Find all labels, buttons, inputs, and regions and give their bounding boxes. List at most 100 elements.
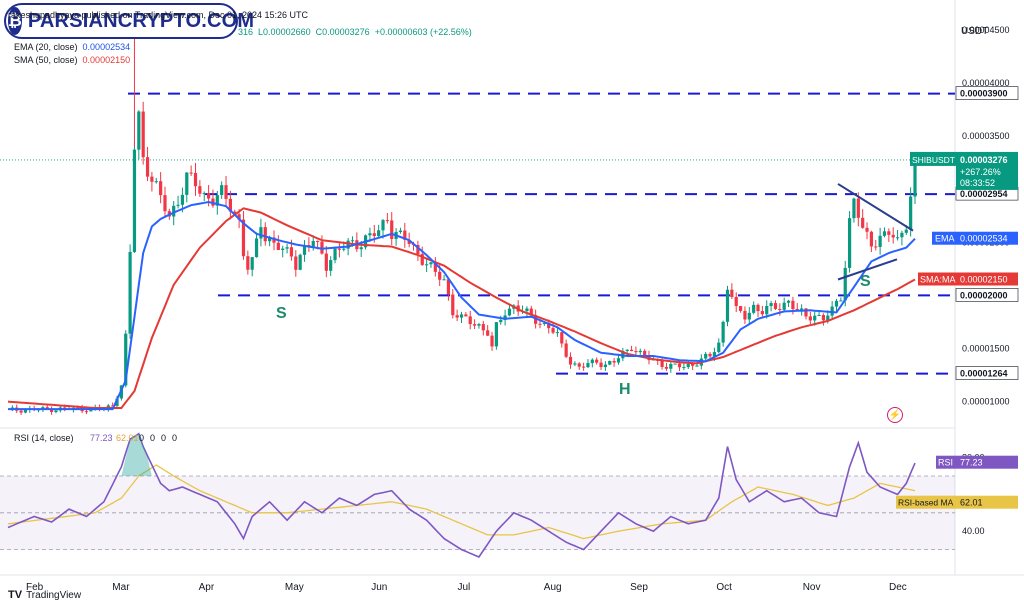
ohlc-change: +0.00000603 (+22.56%) (374, 27, 472, 37)
rsi-ma-tag-label: RSI-based MA (898, 498, 954, 508)
candle-body (817, 315, 821, 317)
level-tag: 0.00003900 (955, 86, 1019, 100)
level-tag: 0.00001264 (955, 366, 1019, 380)
candle-body (206, 193, 211, 199)
candle-body (241, 219, 246, 257)
current-price-tag: SHIBUSDT 0.00003276 +267.26%08:33:52 (910, 151, 1018, 190)
candle-body (429, 262, 433, 265)
rsi-header-extra: 62.01 (116, 433, 139, 443)
candle-body (778, 308, 782, 310)
candle-body (390, 220, 394, 239)
candle-body (599, 362, 603, 368)
ema-tag-value: 0.00002534 (960, 234, 1008, 244)
candle-body (830, 306, 834, 316)
candle-body (150, 176, 154, 182)
rsi-ma-tag-value: 62.01 (960, 498, 983, 508)
sma-line (7, 207, 916, 409)
candle-body (324, 253, 328, 271)
candle-body (442, 279, 446, 281)
candle-body (769, 303, 773, 306)
ema-legend-value: 0.00002534 (82, 42, 131, 52)
candle-body (289, 247, 294, 257)
time-tick-label: Aug (544, 582, 562, 593)
candle-body (176, 204, 180, 206)
rsi-header-extra: 0 (150, 433, 155, 443)
candle-body (843, 267, 847, 301)
time-tick-label: Jul (458, 582, 471, 593)
rsi-tag-label-box (936, 455, 956, 469)
price-tick-label: 0.00001500 (962, 344, 1010, 354)
candle-body (712, 352, 717, 357)
candle-body (856, 198, 860, 218)
candle-body (808, 316, 812, 321)
candle-body (137, 111, 141, 150)
price-tag-change: +267.26% (960, 167, 1001, 177)
candle-body (738, 306, 743, 311)
candle-body (202, 193, 206, 195)
candle-body (294, 256, 298, 270)
candle-body (499, 319, 503, 323)
time-tick-label: Jun (371, 582, 387, 593)
currency-label[interactable]: USDT (961, 26, 989, 37)
chart-grid (0, 0, 1024, 576)
time-tick-label: Nov (803, 582, 821, 593)
level-tag-text: 0.00003900 (960, 89, 1008, 99)
symbol-tag-text: SHIBUSDT (912, 155, 955, 165)
candle-body (198, 186, 202, 194)
candle-body (185, 172, 189, 195)
candle-body (407, 239, 411, 244)
lightning-icon[interactable]: ⚡ (887, 407, 903, 423)
candle-body (786, 300, 791, 303)
candle-body (564, 343, 568, 357)
candle-body (891, 234, 895, 238)
price-tick-label: 0.00003500 (962, 131, 1010, 141)
candle-body (464, 314, 468, 317)
ohlc-line: 316 L0.00002660 C0.00003276 +0.00000603 … (238, 27, 472, 37)
candle-body (23, 409, 28, 413)
candle-body (813, 315, 817, 321)
candle-body (595, 359, 599, 363)
candle-body (490, 335, 494, 347)
ema-legend[interactable]: EMA (20, close) 0.00002534 (14, 42, 130, 52)
rsi-ma-tag: RSI-based MA 62.01 (896, 495, 1018, 509)
publisher-line: rakeshupadhyaya published on TradingView… (8, 10, 308, 20)
sma-legend-value: 0.00002150 (82, 55, 131, 65)
ema-legend-label: EMA (20, close) (14, 42, 78, 52)
candle-body (747, 312, 751, 320)
candle-body (913, 159, 917, 197)
candle-body (481, 324, 485, 331)
candle-body (660, 360, 664, 367)
candle-body (577, 363, 581, 367)
pattern-annotation: S (860, 273, 871, 290)
rsi-line (7, 432, 916, 559)
candle-body (237, 214, 241, 220)
candle-body (254, 238, 259, 258)
sma-legend[interactable]: SMA (50, close) 0.00002150 (14, 55, 130, 65)
candle-body (551, 328, 555, 333)
candle-body (268, 237, 272, 242)
ema-line (8, 200, 916, 411)
rsi-header-extra: 0 (161, 433, 166, 443)
price-tag-box (956, 151, 1018, 190)
pattern-annotation: H (619, 381, 631, 398)
level-tag-box (955, 288, 1019, 302)
time-tick-label: Dec (889, 582, 907, 593)
candle-body (451, 294, 455, 316)
candle-body (725, 289, 730, 322)
candle-body (381, 220, 385, 231)
candle-body (50, 408, 54, 413)
candle-body (625, 349, 629, 352)
candle-body (852, 198, 856, 219)
bitcoin-coin-icon: ₿ (8, 7, 22, 35)
candle-body (124, 333, 128, 386)
candle-body (673, 363, 677, 365)
horizontal-levels (0, 92, 955, 375)
candle-body (298, 254, 302, 270)
candle-body (342, 248, 346, 250)
rsi-overbought-fill (121, 433, 152, 476)
candle-body (821, 315, 826, 321)
candle-body (259, 227, 263, 239)
candle-body (446, 279, 451, 295)
candle-body (874, 246, 878, 248)
